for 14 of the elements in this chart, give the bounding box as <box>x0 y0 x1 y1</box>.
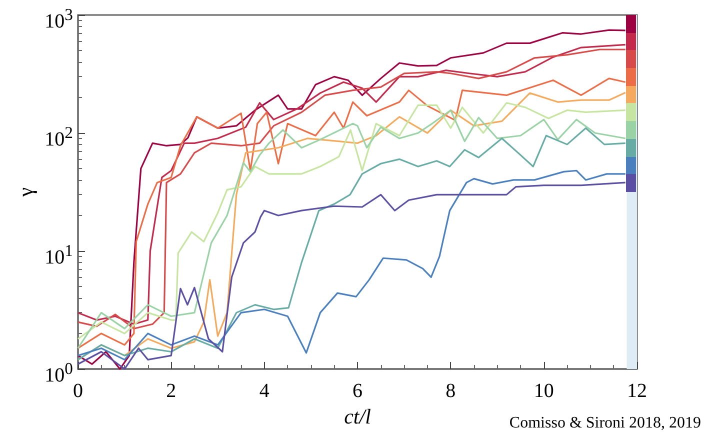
x-tick-label: 10 <box>534 380 554 402</box>
y-tick-label: 10$^{2}$ <box>44 122 73 152</box>
x-axis-title: ct/l <box>344 404 372 428</box>
x-tick-label: 8 <box>446 380 456 402</box>
y-axis-title: γ <box>14 187 38 198</box>
x-tick-label: 2 <box>166 380 176 402</box>
y-tick-label: 10$^{0}$ <box>44 358 73 388</box>
x-tick-label: 6 <box>352 380 362 402</box>
y-tick-label: 10$^{3}$ <box>44 4 73 34</box>
x-tick-label: 0 <box>73 380 83 402</box>
text: Comisso & Sironi 2018, 2019 <box>509 414 701 432</box>
x-tick-label: 12 <box>627 380 647 402</box>
x-tick-label: 4 <box>259 380 270 402</box>
y-tick-label: 10$^{1}$ <box>44 240 73 270</box>
